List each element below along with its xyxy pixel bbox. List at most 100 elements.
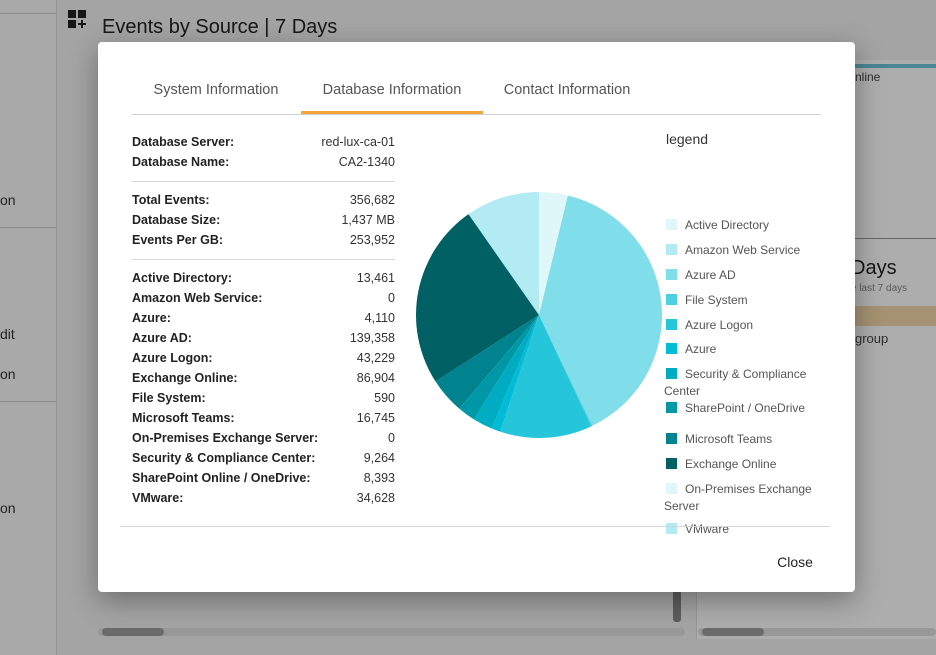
sidebar-fragment: on <box>0 366 16 382</box>
source-value: 139,358 <box>349 331 395 345</box>
source-row: Azure Logon: 43,229 <box>132 348 395 368</box>
legend-swatch <box>666 402 677 413</box>
source-value: 34,628 <box>356 491 395 505</box>
source-row: SharePoint Online / OneDrive: 8,393 <box>132 468 395 488</box>
legend-swatch <box>666 219 677 230</box>
pie-slice-exchange-online[interactable] <box>416 214 539 382</box>
legend-item[interactable]: File System <box>664 292 824 309</box>
add-widget-icon[interactable] <box>68 10 88 30</box>
legend-item[interactable]: Azure Logon <box>664 317 824 334</box>
legend-swatch <box>666 294 677 305</box>
pie-slice-active-directory[interactable] <box>539 192 568 315</box>
legend-label: Amazon Web Service <box>685 243 801 257</box>
source-row: Amazon Web Service: 0 <box>132 288 395 308</box>
info-label: Events Per GB: <box>132 233 224 247</box>
source-label: SharePoint Online / OneDrive: <box>132 471 311 485</box>
database-info-dialog: System Information Database Information … <box>98 42 855 592</box>
source-value: 0 <box>388 291 395 305</box>
source-row: File System: 590 <box>132 388 395 408</box>
card-group-text: group <box>855 331 889 346</box>
source-row: Azure: 4,110 <box>132 308 395 328</box>
info-value: 356,682 <box>349 193 395 207</box>
source-label: Security & Compliance Center: <box>132 451 316 465</box>
legend-item[interactable]: Security & Compliance Center <box>664 366 824 400</box>
legend-label: Azure Logon <box>685 318 754 332</box>
sidebar-fragment: on <box>0 500 16 516</box>
pie-slice-sharepoint-onedrive[interactable] <box>459 315 539 420</box>
legend-label: Security & Compliance Center <box>664 367 807 398</box>
info-label: Database Size: <box>132 213 221 227</box>
legend-item[interactable]: SharePoint / OneDrive <box>664 400 824 417</box>
info-row: Database Name: CA2-1340 <box>132 152 395 172</box>
source-label: Microsoft Teams: <box>132 411 235 425</box>
legend-item[interactable]: VMware <box>664 521 824 538</box>
legend-item[interactable]: Azure <box>664 341 824 358</box>
legend-item[interactable]: Exchange Online <box>664 456 824 473</box>
info-label: Database Name: <box>132 155 230 169</box>
legend-swatch <box>666 269 677 280</box>
source-row: Exchange Online: 86,904 <box>132 368 395 388</box>
pie-slice-microsoft-teams[interactable] <box>435 315 539 409</box>
source-value: 4,110 <box>364 311 395 325</box>
horizontal-scrollbar[interactable] <box>98 628 685 636</box>
info-row: Database Size: 1,437 MB <box>132 210 395 230</box>
pie-slice-azure[interactable] <box>491 315 539 432</box>
legend-label: Azure <box>685 342 717 356</box>
info-row: Database Server: red-lux-ca-01 <box>132 132 395 152</box>
legend-title: legend <box>666 131 709 147</box>
legend-swatch <box>666 244 677 255</box>
legend-label: Active Directory <box>685 218 770 232</box>
legend-label: On-Premises Exchange Server <box>664 482 812 513</box>
info-value: CA2-1340 <box>338 155 395 169</box>
card-heading: Days <box>851 257 897 279</box>
source-value: 8,393 <box>363 471 395 485</box>
source-label: Active Directory: <box>132 271 233 285</box>
close-button[interactable]: Close <box>777 554 813 570</box>
background-sidebar: on dit on on <box>0 0 57 655</box>
pie-slice-azure-logon[interactable] <box>500 315 592 438</box>
legend-label: Microsoft Teams <box>685 432 773 446</box>
legend-swatch <box>666 458 677 469</box>
vertical-scrollbar[interactable] <box>673 590 681 622</box>
legend-item[interactable]: Active Directory <box>664 217 824 234</box>
page-title: Events by Source | 7 Days <box>102 16 338 38</box>
pie-slice-file-system[interactable] <box>539 315 593 427</box>
pie-slice-vmware[interactable] <box>468 192 539 315</box>
sidebar-fragment: dit <box>0 326 15 342</box>
legend-swatch <box>666 319 677 330</box>
source-row: Security & Compliance Center: 9,264 <box>132 448 395 468</box>
divider <box>132 259 395 260</box>
legend-label: SharePoint / OneDrive <box>685 401 806 415</box>
legend-swatch <box>666 368 677 379</box>
source-label: Exchange Online: <box>132 371 238 385</box>
info-value: 1,437 MB <box>341 213 395 227</box>
source-value: 43,229 <box>356 351 395 365</box>
events-pie-chart <box>416 192 662 438</box>
legend-item[interactable]: On-Premises Exchange Server <box>664 481 824 515</box>
legend-item[interactable]: Amazon Web Service <box>664 242 824 259</box>
legend-swatch <box>666 433 677 444</box>
source-row: Active Directory: 13,461 <box>132 268 395 288</box>
tab-system-information[interactable]: System Information <box>153 82 279 98</box>
legend-swatch <box>666 483 677 494</box>
source-row: Azure AD: 139,358 <box>132 328 395 348</box>
legend-label: File System <box>685 293 748 307</box>
source-label: On-Premises Exchange Server: <box>132 431 319 445</box>
tab-database-information[interactable]: Database Information <box>301 70 483 114</box>
pie-slice-azure-ad[interactable] <box>539 195 662 426</box>
info-label: Database Server: <box>132 135 235 149</box>
legend-item[interactable]: Microsoft Teams <box>664 431 824 448</box>
info-label: Total Events: <box>132 193 210 207</box>
info-value: 253,952 <box>349 233 395 247</box>
legend-item[interactable]: Azure AD <box>664 267 824 284</box>
tab-contact-information[interactable]: Contact Information <box>503 82 631 98</box>
source-row: VMware: 34,628 <box>132 488 395 508</box>
source-label: VMware: <box>132 491 184 505</box>
source-label: Azure AD: <box>132 331 192 345</box>
horizontal-scrollbar[interactable] <box>698 628 936 636</box>
pie-slice-security-compliance-center[interactable] <box>473 315 539 429</box>
divider <box>132 181 395 182</box>
info-row: Total Events: 356,682 <box>132 190 395 210</box>
card-subtext: e last 7 days <box>851 283 908 294</box>
legend-swatch <box>666 343 677 354</box>
